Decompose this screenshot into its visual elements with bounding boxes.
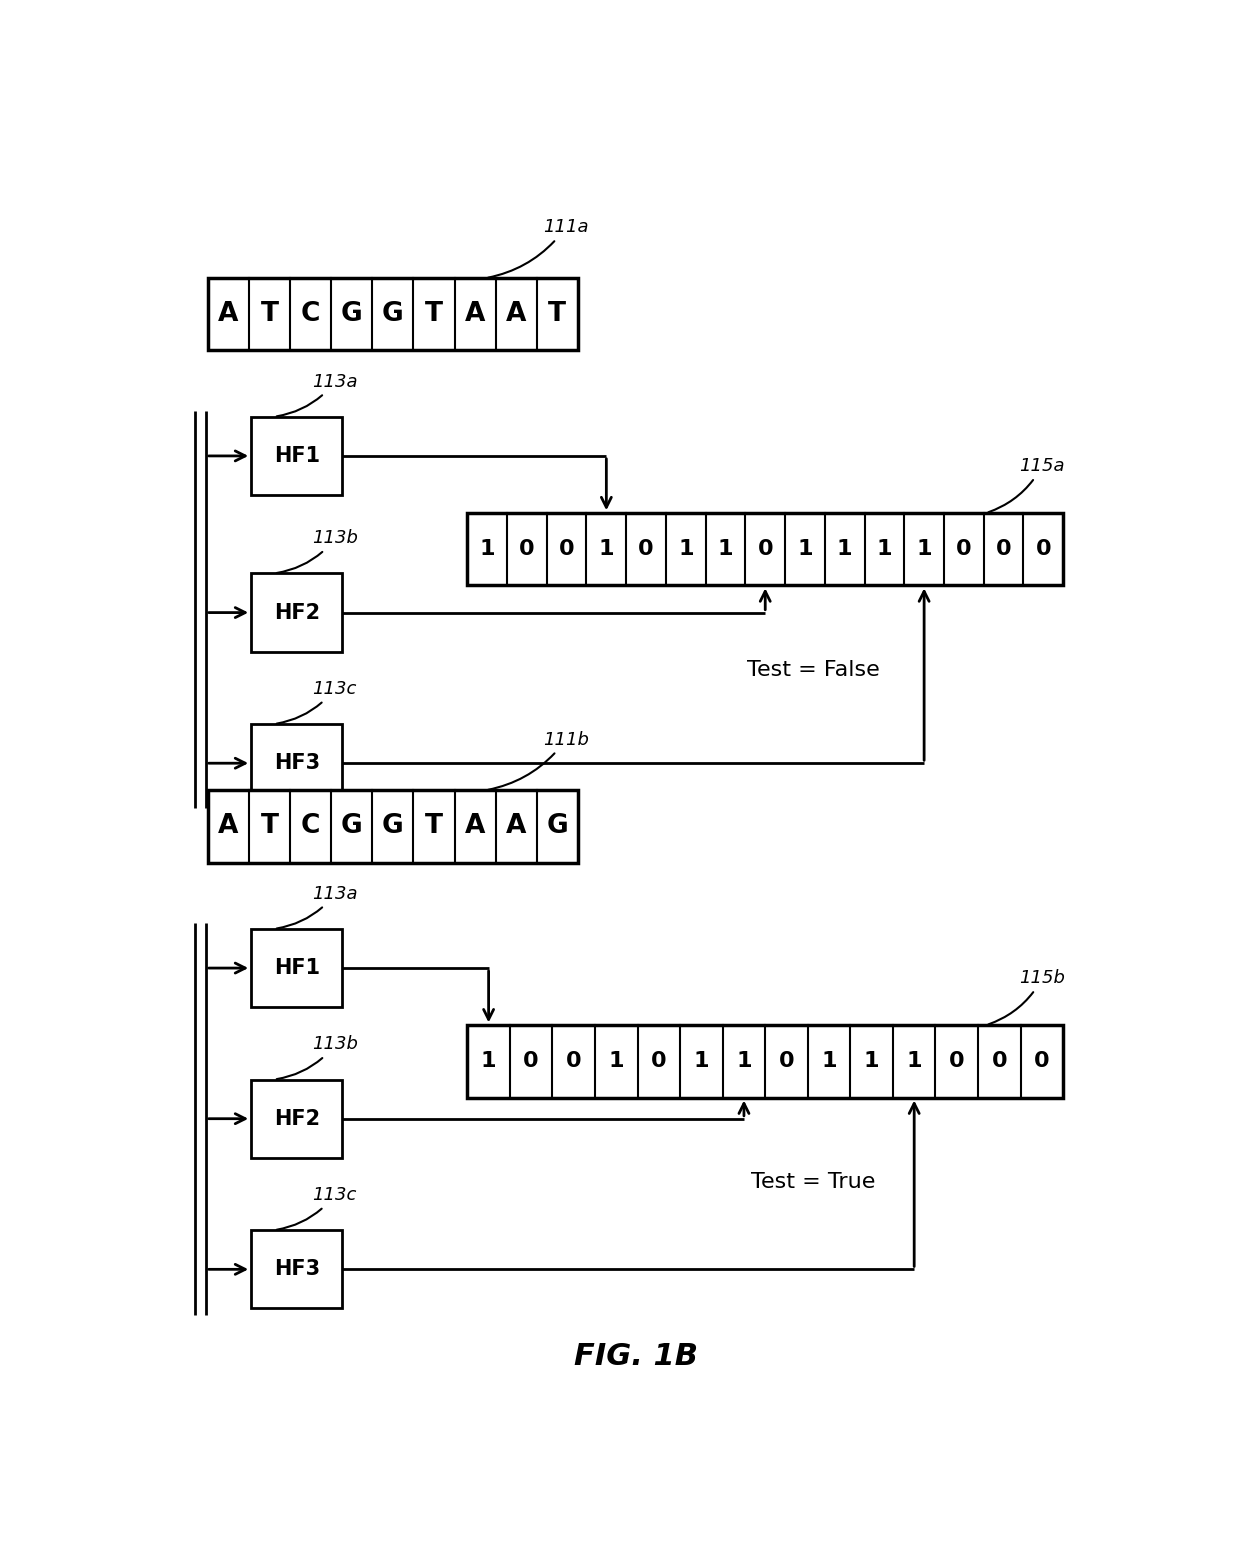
Text: 0: 0 [992,1052,1007,1072]
Text: 0: 0 [1035,540,1052,559]
Bar [250,930,342,1008]
Text: G: G [382,302,404,327]
Text: 1: 1 [797,540,812,559]
Text: 1: 1 [609,1052,624,1072]
Text: A: A [218,302,238,327]
Text: G: G [547,814,568,839]
Text: A: A [465,302,485,327]
Text: 113b: 113b [277,1036,358,1080]
Text: T: T [260,302,279,327]
Text: A: A [218,814,238,839]
Text: 0: 0 [1034,1052,1050,1072]
Bar [250,725,342,803]
Bar [250,416,342,495]
Text: 0: 0 [523,1052,539,1072]
Text: 1: 1 [877,540,892,559]
Text: 113c: 113c [277,679,357,723]
Text: 113c: 113c [277,1186,357,1230]
Text: 0: 0 [559,540,574,559]
Text: 0: 0 [996,540,1012,559]
Text: 0: 0 [779,1052,795,1072]
Text: 1: 1 [480,540,495,559]
Text: 0: 0 [949,1052,965,1072]
Text: 1: 1 [718,540,733,559]
Text: 1: 1 [821,1052,837,1072]
Text: FIG. 1B: FIG. 1B [573,1343,697,1371]
Text: 113a: 113a [277,884,358,928]
Text: T: T [425,814,443,839]
Bar [250,1080,342,1158]
Text: Test = True: Test = True [751,1172,875,1193]
Text: A: A [506,814,526,839]
Text: 0: 0 [520,540,534,559]
Text: 1: 1 [916,540,932,559]
Text: G: G [341,302,362,327]
Text: G: G [382,814,404,839]
Text: HF1: HF1 [274,446,320,466]
Text: 111b: 111b [489,731,589,790]
Bar [208,279,578,351]
Text: HF3: HF3 [274,1260,320,1279]
Text: T: T [425,302,443,327]
Bar [250,1230,342,1308]
Text: 1: 1 [864,1052,879,1072]
Bar [467,1025,1063,1097]
Text: 0: 0 [758,540,773,559]
Text: G: G [341,814,362,839]
Text: HF2: HF2 [274,603,320,623]
Text: A: A [506,302,526,327]
Text: Test = False: Test = False [746,660,879,679]
Text: T: T [260,814,279,839]
Text: 0: 0 [956,540,972,559]
Text: 0: 0 [651,1052,667,1072]
Text: 1: 1 [693,1052,709,1072]
Text: 0: 0 [639,540,653,559]
Text: C: C [301,814,320,839]
Text: C: C [301,302,320,327]
Bar [250,573,342,651]
Text: 1: 1 [737,1052,751,1072]
Text: 1: 1 [599,540,614,559]
Text: 115b: 115b [988,969,1065,1025]
Text: HF1: HF1 [274,958,320,978]
Text: T: T [548,302,567,327]
Text: HF3: HF3 [274,753,320,773]
Text: 1: 1 [678,540,693,559]
Text: 1: 1 [481,1052,496,1072]
Text: 0: 0 [565,1052,582,1072]
Bar [467,513,1063,585]
Bar [208,790,578,862]
Text: 111a: 111a [489,219,589,277]
Text: 113a: 113a [277,372,358,416]
Text: 1: 1 [906,1052,921,1072]
Text: 1: 1 [837,540,852,559]
Text: A: A [465,814,485,839]
Text: 113b: 113b [277,529,358,573]
Text: 115a: 115a [988,457,1065,512]
Text: HF2: HF2 [274,1108,320,1128]
